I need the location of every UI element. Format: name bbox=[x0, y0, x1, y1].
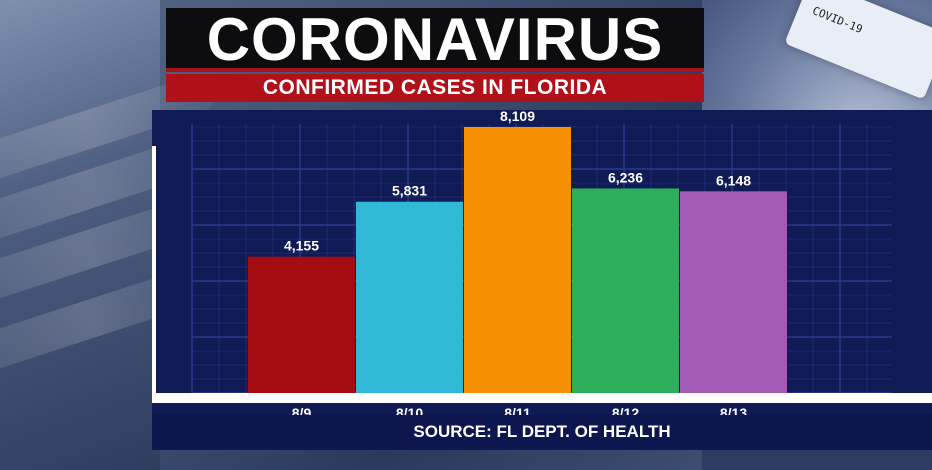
bar-8/9 bbox=[248, 256, 355, 393]
data-label: 6,236 bbox=[608, 169, 643, 185]
page-subtitle: CONFIRMED CASES IN FLORIDA bbox=[262, 76, 608, 99]
covid-test-card: COVID-19 bbox=[784, 0, 932, 100]
x-tick-label: 8/12 bbox=[612, 405, 639, 415]
axis-line bbox=[152, 146, 156, 396]
bar-8/10 bbox=[356, 201, 463, 393]
x-tick-label: 8/10 bbox=[396, 405, 423, 415]
chart-panel: 4,155 8/9 5,831 8/10 8,109 8/11 6,236 8/12 6,148… bbox=[152, 110, 932, 450]
bar-8/13 bbox=[680, 191, 787, 393]
source-bar: SOURCE: FL DEPT. OF HEALTH bbox=[152, 415, 932, 449]
data-label: 8,109 bbox=[500, 110, 535, 124]
x-tick-label: 8/11 bbox=[504, 405, 531, 415]
bar-8/11 bbox=[464, 127, 571, 393]
baseline bbox=[152, 393, 932, 403]
bar-chart: 4,155 8/9 5,831 8/10 8,109 8/11 6,236 8/12 6,148… bbox=[152, 110, 932, 415]
data-label: 6,148 bbox=[716, 172, 751, 188]
test-card-label: COVID-19 bbox=[810, 4, 865, 36]
title-banner: CORONAVIRUS bbox=[166, 8, 704, 72]
page-title: CORONAVIRUS bbox=[206, 6, 664, 73]
x-tick-label: 8/13 bbox=[720, 405, 747, 415]
background-left bbox=[0, 0, 220, 470]
x-tick-label: 8/9 bbox=[292, 405, 312, 415]
subtitle-banner: CONFIRMED CASES IN FLORIDA bbox=[166, 74, 704, 102]
bar-8/12 bbox=[572, 188, 679, 393]
source-label: SOURCE: FL DEPT. OF HEALTH bbox=[413, 422, 671, 441]
data-label: 4,155 bbox=[284, 238, 319, 254]
data-label: 5,831 bbox=[392, 183, 427, 199]
